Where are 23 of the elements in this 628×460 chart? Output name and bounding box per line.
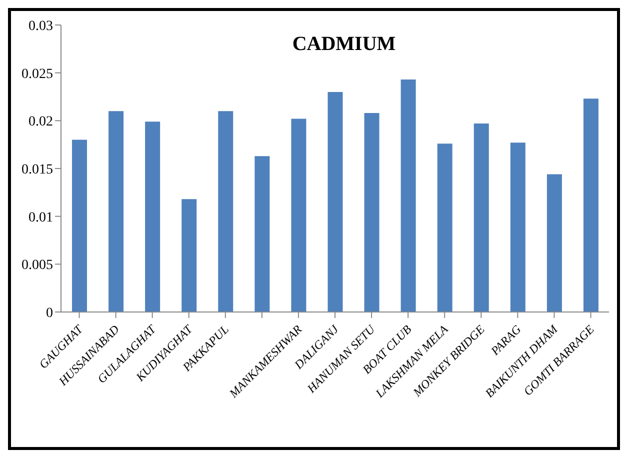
y-tick-label: 0.005 — [22, 258, 53, 274]
bar — [474, 124, 489, 312]
bar — [254, 156, 270, 312]
bar — [328, 92, 343, 312]
bar — [546, 174, 562, 312]
bar — [145, 122, 160, 312]
y-tick-label: 0.02 — [28, 114, 53, 130]
bar — [182, 199, 197, 312]
y-tick-label: 0.03 — [28, 18, 53, 34]
bar — [583, 98, 598, 312]
bar — [400, 80, 416, 312]
y-tick-label: 0.01 — [28, 210, 53, 226]
y-tick-label: 0.025 — [22, 66, 53, 82]
bar — [291, 118, 306, 312]
y-tick-label: 0.015 — [22, 162, 53, 178]
chart-title: CADMIUM — [291, 33, 397, 56]
bar — [510, 142, 526, 312]
bar — [108, 111, 124, 312]
bar — [72, 140, 87, 312]
y-tick-label: 0 — [46, 306, 53, 321]
bar — [218, 111, 234, 312]
bar — [437, 144, 452, 312]
bar — [364, 113, 380, 312]
